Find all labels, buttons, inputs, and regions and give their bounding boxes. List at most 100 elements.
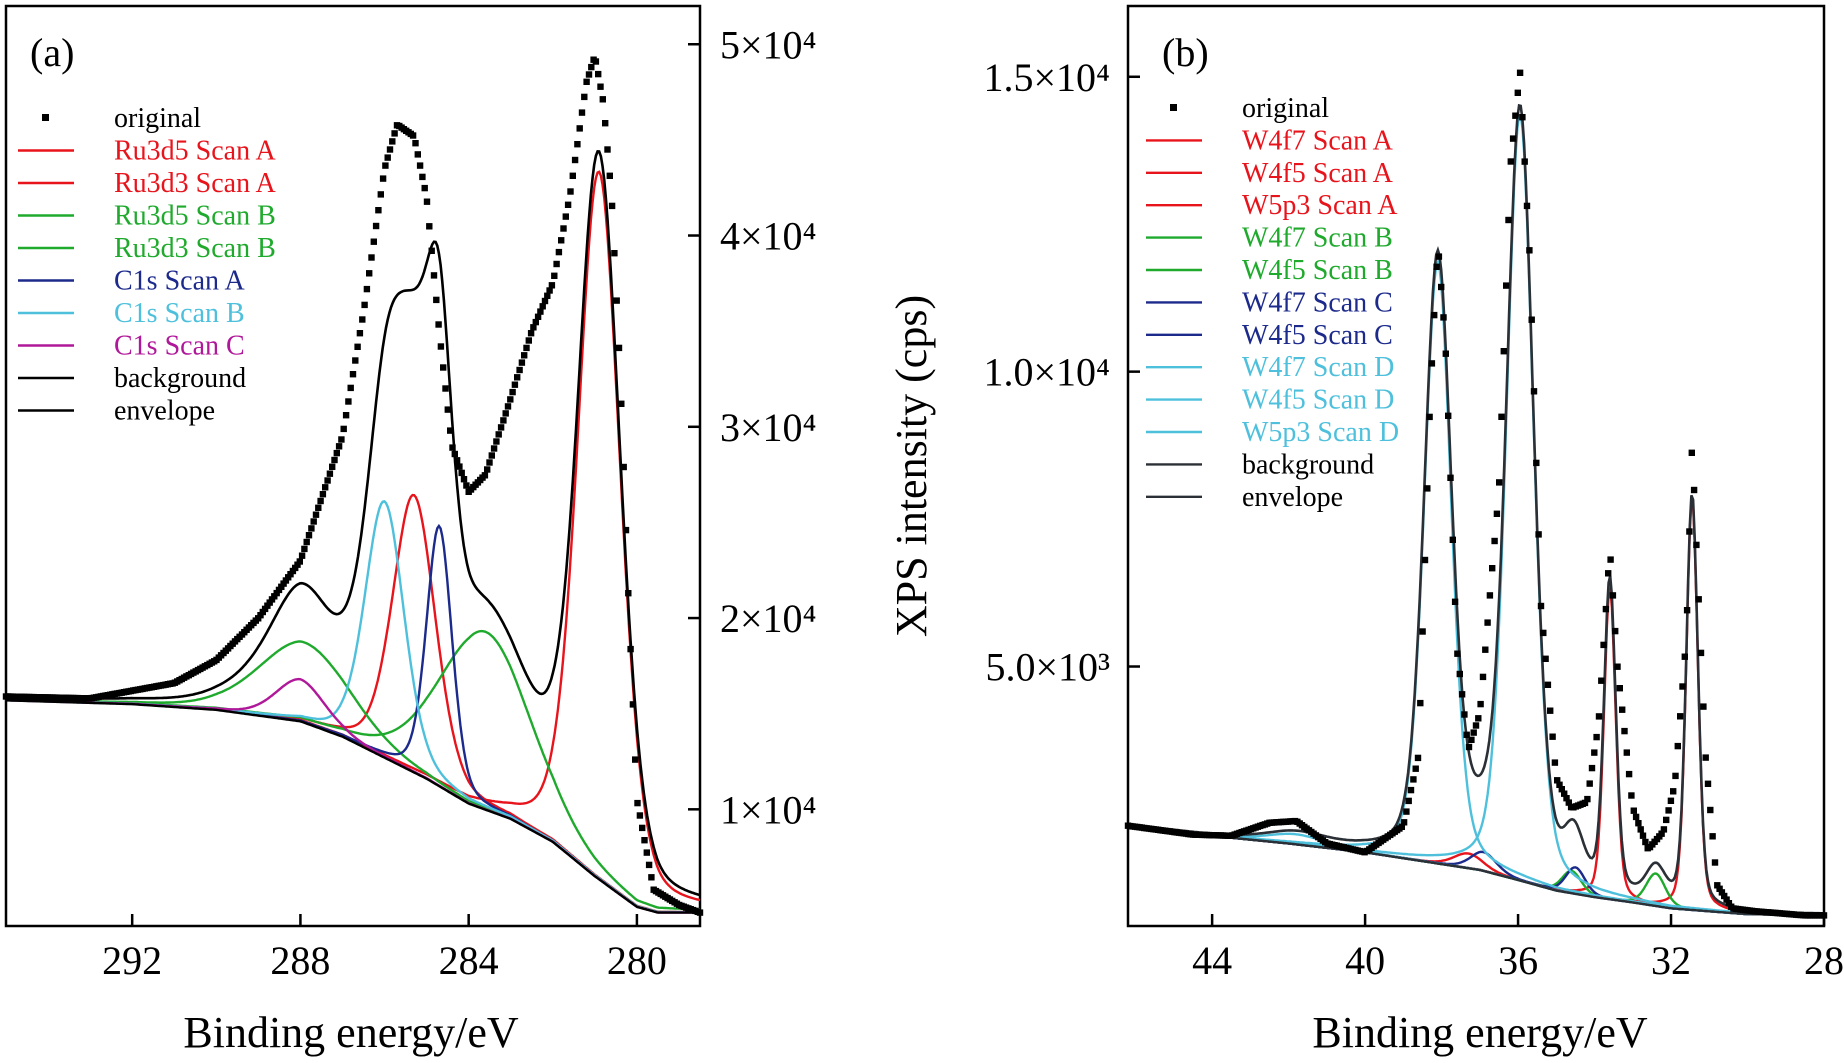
original-data-point: [527, 330, 535, 337]
x-tick-label: 284: [439, 938, 499, 983]
original-data-point: [456, 463, 463, 470]
a-panel-label: (a): [30, 30, 74, 75]
original-data-point: [1403, 808, 1410, 815]
original-data-point: [1400, 819, 1408, 826]
original-data-point: [588, 63, 595, 71]
original-data-point: [622, 526, 630, 534]
original-data-point: [1507, 158, 1514, 165]
x-tick-label: 44: [1192, 938, 1232, 983]
original-data-point: [1440, 314, 1447, 321]
original-data-point: [627, 645, 634, 653]
original-data-point: [1540, 629, 1547, 637]
original-data-point: [1714, 882, 1721, 889]
original-data-point: [1417, 699, 1424, 707]
original-data-point: [301, 545, 308, 553]
legend-label: W4f7 Scan D: [1242, 352, 1394, 383]
original-data-point: [534, 313, 542, 320]
panel-b: 44 40 36 32 28 5.0×10³ 1.0×10⁴ 1.5×10⁴ (b) Bin…: [887, 4, 1844, 1057]
original-data-point: [428, 247, 435, 254]
legend-label: Ru3d5 Scan A: [114, 136, 277, 167]
original-data-point: [412, 140, 419, 147]
original-data-point: [460, 476, 468, 483]
original-data-point: [1454, 650, 1461, 657]
original-data-point: [599, 96, 606, 103]
original-data-point: [319, 491, 327, 498]
component-curve-w4f7-scan-a: [1127, 499, 1824, 916]
original-data-point: [370, 238, 377, 245]
panel-a: 292 288 284 280 1×10⁴ 2×10⁴ 3×10⁴ 4×10⁴ 5×10⁴ (…: [2, 4, 817, 1057]
legend-label: W4f7 Scan C: [1242, 287, 1393, 318]
original-data-point: [361, 301, 368, 309]
original-data-point: [1421, 556, 1429, 564]
original-data-point: [359, 316, 366, 323]
original-data-point: [500, 417, 507, 424]
legend-marker-original: [42, 114, 49, 121]
legend-label: Ru3d3 Scan B: [114, 233, 276, 264]
original-data-point: [562, 213, 569, 220]
original-data-point: [1677, 713, 1684, 720]
original-data-point: [409, 132, 417, 139]
component-curve-ru3d3-scan-b: [5, 640, 700, 914]
original-data-point: [613, 297, 620, 304]
original-data-point: [379, 175, 387, 182]
original-data-point: [495, 431, 502, 438]
legend-label: C1s Scan B: [114, 298, 245, 329]
original-data-point: [453, 457, 461, 464]
legend-label: W4f7 Scan B: [1242, 223, 1393, 254]
original-data-point: [1598, 677, 1605, 684]
original-data-point: [541, 297, 549, 305]
original-data-point: [1632, 813, 1640, 821]
original-data-point: [1614, 663, 1621, 670]
original-data-point: [1625, 770, 1633, 778]
original-data-point: [1523, 202, 1531, 210]
original-data-point: [1463, 731, 1470, 738]
original-data-point: [331, 456, 338, 464]
original-data-point: [1514, 89, 1521, 96]
original-data-point: [493, 438, 500, 445]
original-data-point: [340, 425, 347, 433]
original-data-point: [1472, 722, 1480, 729]
original-data-point: [511, 381, 519, 388]
original-data-point: [1521, 158, 1528, 165]
original-data-point: [648, 874, 655, 881]
b-original-markers: [1124, 69, 1828, 919]
original-data-point: [310, 518, 317, 525]
x-tick-label: 288: [270, 938, 330, 983]
original-data-point: [363, 285, 371, 293]
original-data-point: [1407, 786, 1415, 794]
original-data-point: [1426, 413, 1433, 421]
original-data-point: [1591, 749, 1598, 756]
x-tick-label: 280: [607, 938, 667, 983]
legend-label: W4f5 Scan A: [1242, 158, 1394, 189]
legend-marker-original: [1170, 104, 1177, 111]
legend-label: W4f5 Scan D: [1242, 385, 1394, 416]
original-data-point: [1528, 316, 1535, 323]
background-curve: [5, 699, 700, 914]
original-data-point: [356, 330, 364, 337]
original-data-point: [553, 260, 560, 268]
original-data-point: [1718, 889, 1726, 896]
original-data-point: [625, 590, 632, 597]
original-data-point: [1588, 764, 1596, 772]
original-data-point: [377, 191, 384, 198]
original-data-point: [1412, 765, 1419, 772]
original-data-point: [643, 849, 650, 856]
original-data-point: [1530, 388, 1538, 395]
original-data-point: [430, 272, 438, 279]
original-data-point: [1410, 776, 1417, 783]
original-data-point: [1688, 449, 1695, 456]
original-data-point: [537, 308, 544, 315]
original-data-point: [602, 120, 609, 127]
y-tick-label: 1×10⁴: [720, 787, 817, 832]
b-y-axis-label: XPS intensity (cps): [887, 295, 936, 637]
original-data-point: [423, 198, 431, 205]
a-original-markers: [2, 56, 704, 916]
original-data-point: [366, 270, 373, 277]
original-data-point: [618, 400, 625, 407]
original-data-point: [1547, 707, 1554, 714]
original-data-point: [1621, 727, 1628, 735]
original-data-point: [437, 343, 445, 350]
original-data-point: [1442, 350, 1449, 357]
original-data-point: [502, 410, 509, 417]
legend-label: C1s Scan C: [114, 331, 245, 362]
